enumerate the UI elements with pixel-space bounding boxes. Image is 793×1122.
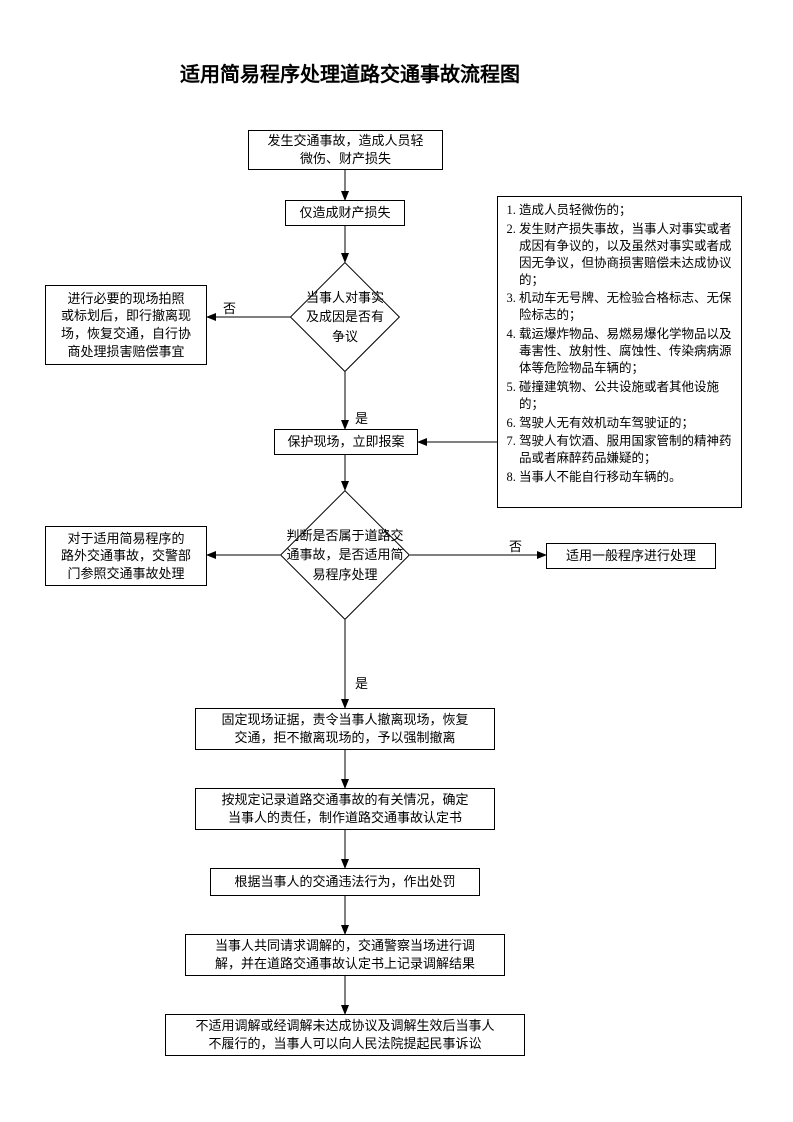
criteria-item: 驾驶人有饮酒、服用国家管制的精神药品或者麻醉药品嫌疑的； xyxy=(519,433,736,467)
node-fix-text: 固定现场证据，责令当事人撤离现场，恢复交通，拒不撤离现场的，予以强制撤离 xyxy=(221,711,468,746)
node-judge: 判断是否属于道路交通事故，是否适用简易程序处理 xyxy=(280,490,410,620)
criteria-item: 当事人不能自行移动车辆的。 xyxy=(519,469,736,486)
edge-label: 否 xyxy=(509,536,522,555)
node-start: 发生交通事故，造成人员轻微伤、财产损失 xyxy=(248,130,443,170)
criteria-item: 造成人员轻微伤的； xyxy=(519,202,736,219)
node-side-photo: 进行必要的现场拍照或标划后，即行撤离现场，恢复交通，自行协商处理损害赔偿事宜 xyxy=(45,285,207,365)
node-fix: 固定现场证据，责令当事人撤离现场，恢复交通，拒不撤离现场的，予以强制撤离 xyxy=(195,708,495,750)
criteria-list: 造成人员轻微伤的； 发生财产损失事故，当事人对事实或者成因有争议的，以及虽然对事实… xyxy=(503,202,736,488)
edge-label: 是 xyxy=(355,408,368,427)
node-final: 不适用调解或经调解未达成协议及调解生效后当事人不履行的，当事人可以向人民法院提起… xyxy=(165,1014,525,1056)
criteria-item: 碰撞建筑物、公共设施或者其他设施的； xyxy=(519,379,736,413)
node-penalty: 根据当事人的交通违法行为，作出处罚 xyxy=(210,868,480,896)
criteria-item: 发生财产损失事故，当事人对事实或者成因有争议的，以及虽然对事实或者成因无争议，但… xyxy=(519,221,736,289)
node-final-text: 不适用调解或经调解未达成协议及调解生效后当事人不履行的，当事人可以向人民法院提起… xyxy=(195,1017,494,1052)
node-mediate-text: 当事人共同请求调解的，交通警察当场进行调解，并在道路交通事故认定书上记录调解结果 xyxy=(215,937,475,972)
node-side-out: 对于适用简易程序的路外交通事故，交警部门参照交通事故处理 xyxy=(45,526,207,586)
node-criteria: 造成人员轻微伤的； 发生财产损失事故，当事人对事实或者成因有争议的，以及虽然对事实… xyxy=(497,196,742,508)
node-side-photo-text: 进行必要的现场拍照或标划后，即行撤离现场，恢复交通，自行协商处理损害赔偿事宜 xyxy=(61,290,191,360)
node-prop-only: 仅造成财产损失 xyxy=(285,200,405,226)
edge-label: 否 xyxy=(223,298,236,317)
edge-label: 是 xyxy=(355,673,368,692)
node-record: 按规定记录道路交通事故的有关情况，确定当事人的责任，制作道路交通事故认定书 xyxy=(195,788,495,830)
criteria-item: 驾驶人无有效机动车驾驶证的； xyxy=(519,415,736,432)
node-record-text: 按规定记录道路交通事故的有关情况，确定当事人的责任，制作道路交通事故认定书 xyxy=(221,791,468,826)
node-mediate: 当事人共同请求调解的，交通警察当场进行调解，并在道路交通事故认定书上记录调解结果 xyxy=(185,934,505,976)
node-penalty-text: 根据当事人的交通违法行为，作出处罚 xyxy=(234,873,455,891)
page-title: 适用简易程序处理道路交通事故流程图 xyxy=(180,58,520,87)
node-judge-text: 判断是否属于道路交通事故，是否适用简易程序处理 xyxy=(280,490,410,620)
criteria-item: 机动车无号牌、无检验合格标志、无保险标志的； xyxy=(519,290,736,324)
node-dispute: 当事人对事实及成因是否有争议 xyxy=(290,262,400,372)
node-protect: 保护现场，立即报案 xyxy=(274,429,418,455)
node-protect-text: 保护现场，立即报案 xyxy=(287,433,404,451)
node-general: 适用一般程序进行处理 xyxy=(546,543,716,569)
node-side-out-text: 对于适用简易程序的路外交通事故，交警部门参照交通事故处理 xyxy=(61,530,191,583)
node-start-text: 发生交通事故，造成人员轻微伤、财产损失 xyxy=(267,132,423,167)
criteria-item: 载运爆炸物品、易燃易爆化学物品以及毒害性、放射性、腐蚀性、传染病病源体等危险物品… xyxy=(519,326,736,377)
node-general-text: 适用一般程序进行处理 xyxy=(566,547,696,565)
node-dispute-text: 当事人对事实及成因是否有争议 xyxy=(290,262,400,372)
node-prop-only-text: 仅造成财产损失 xyxy=(299,204,390,222)
